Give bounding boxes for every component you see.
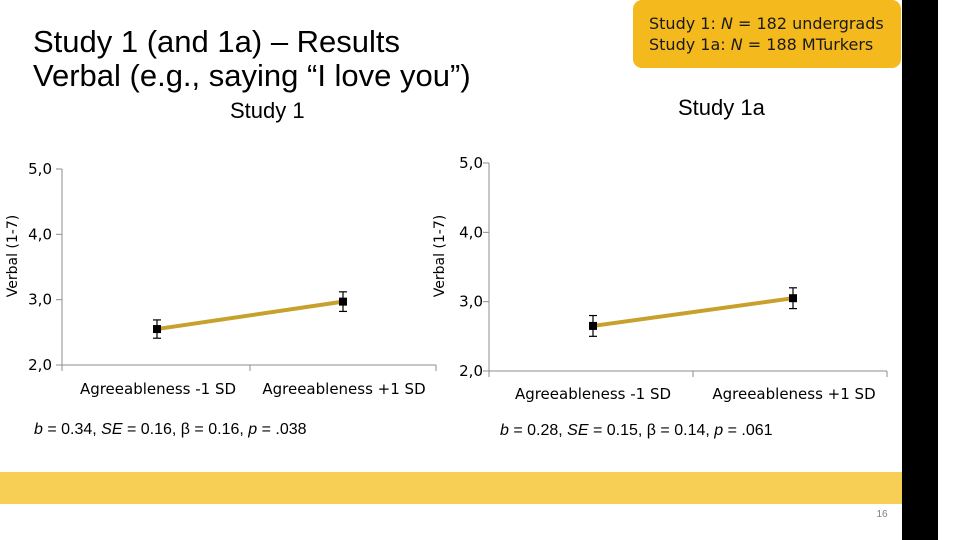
stat-value: = 0.28, xyxy=(508,422,568,439)
y-axis-label: Verbal (1-7) xyxy=(432,215,448,297)
x-category-label: Agreeableness +1 SD xyxy=(712,385,875,403)
data-point xyxy=(339,297,347,306)
y-tick-label: 2,0 xyxy=(28,356,52,374)
data-point xyxy=(589,321,597,330)
series-line xyxy=(156,299,344,332)
slide-title: Study 1 (and 1a) – Results Verbal (e.g.,… xyxy=(33,25,471,93)
x-category-label: Agreeableness -1 SD xyxy=(515,385,671,403)
y-tick-label: 5,0 xyxy=(459,154,483,172)
right-edge-bar xyxy=(902,0,938,540)
study1a-subtitle: Study 1a xyxy=(678,95,765,120)
stat-key: p xyxy=(714,422,724,439)
stat-key: SE xyxy=(567,422,589,439)
x-category-label: Agreeableness -1 SD xyxy=(80,380,236,398)
title-line-1: Study 1 (and 1a) – Results xyxy=(33,24,401,59)
y-tick-label: 4,0 xyxy=(459,223,483,241)
y-tick-label: 3,0 xyxy=(28,291,52,309)
y-tick-label: 2,0 xyxy=(459,362,483,380)
stat-key: p xyxy=(248,421,258,438)
stat-key: b xyxy=(500,422,509,439)
sample-info-study1: Study 1: N = 182 undergrads xyxy=(649,14,884,33)
study1-subtitle: Study 1 xyxy=(230,98,305,123)
study1a-stats: b = 0.28, SE = 0.15, β = 0.14, p = .061 xyxy=(500,422,773,440)
page-number: 16 xyxy=(862,508,902,540)
data-point xyxy=(153,325,161,334)
y-tick-label: 5,0 xyxy=(28,160,52,178)
y-tick-label: 4,0 xyxy=(28,225,52,243)
data-point xyxy=(789,294,797,303)
stat-value: = 0.15, β = 0.14, xyxy=(588,422,715,439)
footer-band xyxy=(0,472,902,504)
stat-value: = .038 xyxy=(257,421,307,438)
study1-stats: b = 0.34, SE = 0.16, β = 0.16, p = .038 xyxy=(34,421,307,439)
sample-info-study1a: Study 1a: N = 188 MTurkers xyxy=(649,35,874,54)
series-line xyxy=(592,296,794,328)
stat-key: SE xyxy=(101,421,123,438)
sample-info-box: Study 1: N = 182 undergrads Study 1a: N … xyxy=(633,0,901,68)
stat-value: = 0.34, xyxy=(42,421,102,438)
stat-value: = .061 xyxy=(723,422,773,439)
title-line-2: Verbal (e.g., saying “I love you”) xyxy=(33,58,471,93)
stat-value: = 0.16, β = 0.16, xyxy=(122,421,249,438)
stat-key: b xyxy=(34,421,43,438)
y-tick-label: 3,0 xyxy=(459,293,483,311)
x-category-label: Agreeableness +1 SD xyxy=(262,380,425,398)
y-axis-label: Verbal (1-7) xyxy=(5,215,21,297)
